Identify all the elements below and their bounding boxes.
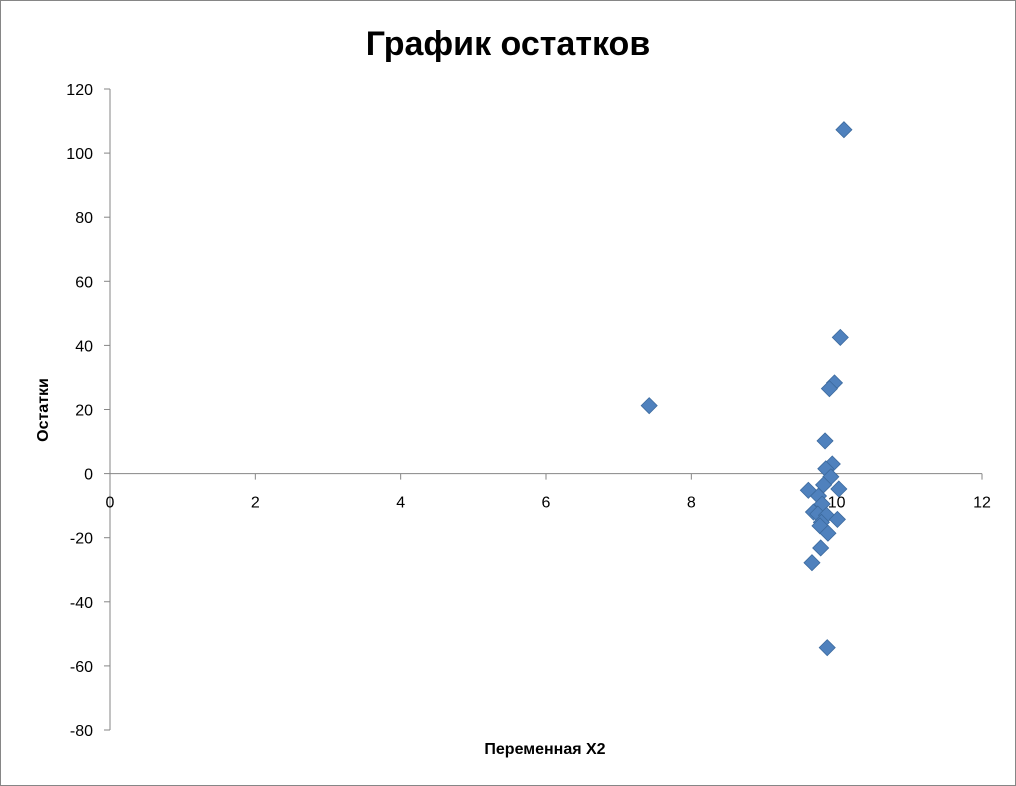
data-point-diamond <box>640 397 658 415</box>
y-tick-label: 100 <box>66 146 93 163</box>
x-tick-label: 4 <box>396 495 405 512</box>
x-axis-title: Переменная X2 <box>484 741 605 758</box>
y-tick-label: 20 <box>75 403 93 420</box>
data-point-diamond <box>820 380 838 398</box>
x-tick-labels: 0 2 4 6 8 10 12 <box>106 495 991 512</box>
x-tick-label: 6 <box>542 495 551 512</box>
x-tick-label: 0 <box>106 495 115 512</box>
data-points <box>640 121 853 657</box>
data-point-diamond <box>818 639 836 657</box>
axes <box>104 88 983 731</box>
data-point-diamond <box>835 121 853 139</box>
y-tick-label: 0 <box>84 467 93 484</box>
x-tick-label: 2 <box>251 495 260 512</box>
y-tick-label: 60 <box>75 274 93 291</box>
chart-title: График остатков <box>366 25 650 63</box>
data-point-diamond <box>816 432 834 450</box>
y-axis-title: Остатки <box>35 378 52 442</box>
data-point-diamond <box>803 554 821 572</box>
data-point-diamond <box>799 481 817 499</box>
y-tick-label: 120 <box>66 82 93 99</box>
y-tick-label: 40 <box>75 338 93 355</box>
y-tick-label: -80 <box>70 723 93 740</box>
y-tick-label: 80 <box>75 210 93 227</box>
y-tick-label: -40 <box>70 595 93 612</box>
x-tick-label: 12 <box>973 495 991 512</box>
data-point-diamond <box>831 328 849 346</box>
data-point-diamond <box>830 480 848 498</box>
data-point-diamond <box>828 510 846 528</box>
y-tick-labels: -80 -60 -40 -20 0 20 40 60 80 100 120 <box>66 82 93 740</box>
y-tick-label: -20 <box>70 531 93 548</box>
y-tick-label: -60 <box>70 659 93 676</box>
x-tick-label: 10 <box>828 495 846 512</box>
x-tick-label: 8 <box>687 495 696 512</box>
data-point-diamond <box>812 539 830 557</box>
data-point-diamond <box>819 524 837 542</box>
